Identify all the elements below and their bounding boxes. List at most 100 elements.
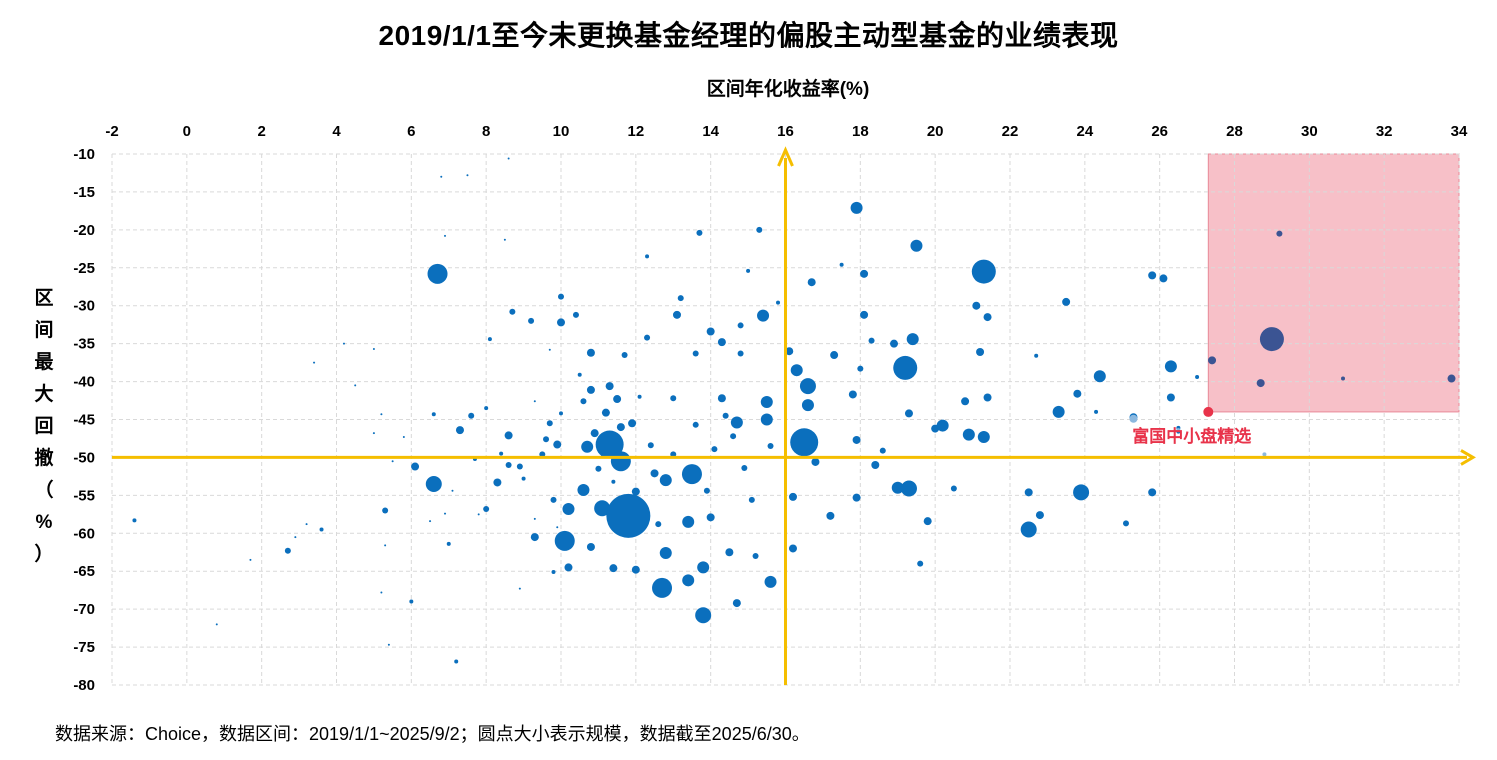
data-point (891, 481, 904, 494)
data-point (440, 175, 443, 178)
data-point (1024, 488, 1033, 497)
data-point (548, 348, 551, 351)
data-point (962, 428, 975, 441)
region-data-point (1447, 374, 1456, 383)
data-point (730, 416, 743, 429)
data-point (717, 394, 726, 403)
data-point (659, 474, 672, 487)
data-point (730, 433, 737, 440)
data-point (788, 544, 797, 553)
data-point (790, 364, 803, 377)
data-point (764, 575, 777, 588)
axis-ticks: -2 0 2 4 6 8 10 12 14 16 18 20 22 24 26 28 30 32 34-10-15-… (73, 123, 1468, 694)
data-point (906, 333, 919, 346)
x-tick-label: 2 (257, 123, 265, 140)
data-point (586, 348, 595, 357)
data-point (493, 478, 502, 487)
data-point (677, 295, 684, 302)
y-tick-label: -50 (73, 449, 95, 466)
data-point (451, 489, 454, 492)
data-point (695, 607, 712, 624)
data-point (645, 254, 650, 259)
data-point (581, 440, 594, 453)
data-point (904, 409, 913, 418)
y-tick-label: -55 (73, 487, 95, 504)
data-point (550, 496, 557, 503)
data-point (610, 451, 631, 472)
data-point (746, 268, 751, 273)
data-point (741, 465, 748, 472)
data-point (518, 587, 521, 590)
data-point (785, 347, 794, 356)
data-point (879, 447, 886, 454)
data-point (890, 339, 899, 348)
data-point (936, 419, 949, 432)
data-point (556, 526, 559, 529)
data-point (826, 511, 835, 520)
data-point (1122, 520, 1129, 527)
data-point (530, 533, 539, 542)
data-point (650, 469, 659, 478)
data-point (562, 503, 575, 516)
data-point (553, 440, 562, 449)
data-point (499, 451, 504, 456)
data-point (613, 395, 622, 404)
data-point (1094, 409, 1099, 414)
x-tick-label: 22 (1002, 123, 1019, 140)
data-point (557, 318, 565, 327)
data-point (503, 238, 506, 241)
data-point (454, 659, 459, 664)
data-point (580, 398, 587, 405)
data-point (706, 327, 715, 336)
data-point (1164, 360, 1177, 373)
data-point (852, 435, 861, 444)
data-point (455, 426, 464, 435)
data-point (760, 396, 773, 409)
data-points (132, 157, 1456, 664)
x-tick-label: 26 (1151, 123, 1168, 140)
x-tick-label: -2 (105, 123, 118, 140)
data-point (1062, 297, 1071, 306)
data-point (681, 464, 702, 485)
data-point (801, 399, 814, 412)
data-point (682, 574, 695, 587)
data-point (543, 436, 550, 443)
data-point (631, 565, 640, 574)
data-point (628, 419, 637, 428)
data-point (391, 460, 394, 463)
data-point (950, 485, 957, 492)
data-point (516, 463, 523, 470)
horizontal-reference-arrow (1460, 449, 1476, 466)
data-point (1052, 405, 1065, 418)
data-point (521, 476, 526, 481)
data-point (616, 423, 625, 432)
data-point (533, 400, 536, 403)
data-point (972, 301, 981, 310)
region-data-point (1259, 327, 1284, 352)
highlight-label: 富国中小盘精选 (1132, 426, 1251, 447)
data-point (1034, 353, 1039, 358)
data-point (790, 428, 819, 457)
data-point (468, 412, 475, 419)
y-tick-label: -75 (73, 639, 95, 656)
x-tick-label: 6 (407, 123, 415, 140)
data-point (732, 599, 741, 608)
data-point (1073, 389, 1082, 398)
data-point (590, 429, 599, 438)
data-point (807, 278, 816, 287)
data-point (572, 311, 579, 318)
data-point (466, 174, 469, 177)
data-point (923, 517, 932, 526)
x-tick-label: 18 (852, 123, 869, 140)
data-point (1159, 274, 1168, 283)
x-tick-label: 12 (627, 123, 644, 140)
data-point (848, 390, 857, 399)
source-note: 数据来源：Choice，数据区间：2019/1/1~2025/9/2；圆点大小表… (55, 724, 810, 744)
data-point (380, 413, 383, 416)
data-point (631, 487, 640, 496)
data-point (961, 397, 970, 406)
data-point (722, 412, 729, 419)
x-tick-label: 8 (482, 123, 490, 140)
data-point (871, 461, 880, 470)
